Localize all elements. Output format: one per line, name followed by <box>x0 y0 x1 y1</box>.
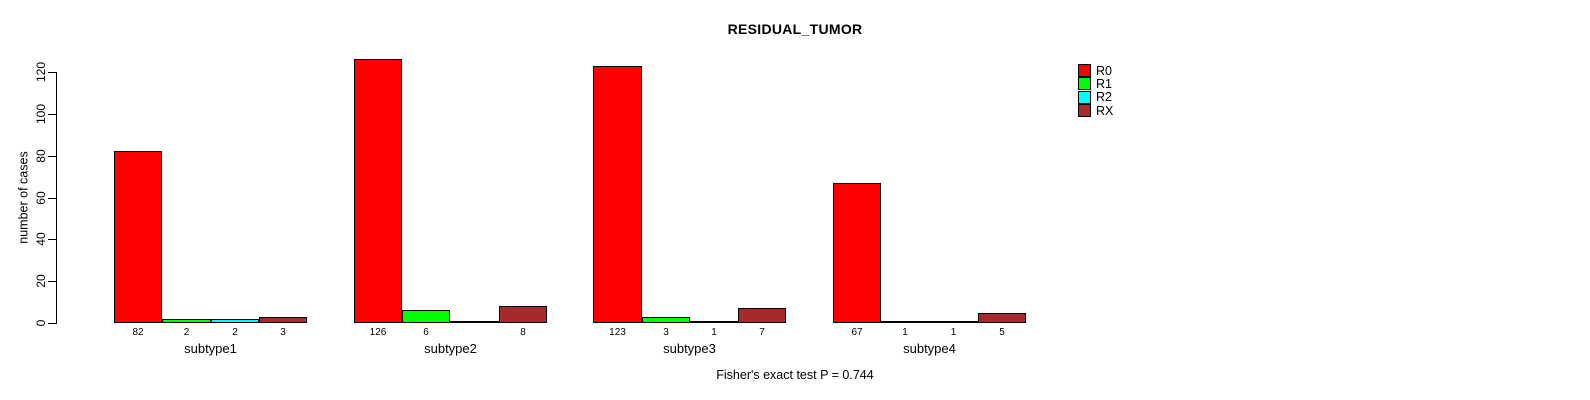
legend-item-rx: RX <box>1078 103 1114 118</box>
bar-value-label: 1 <box>711 327 717 338</box>
bar-rx-subtype3 <box>738 308 786 323</box>
bar-r1-subtype2 <box>402 310 450 323</box>
y-axis-tick <box>48 198 56 199</box>
y-axis-tick-label: 120 <box>34 61 48 83</box>
legend-label: R1 <box>1096 76 1112 91</box>
bar-r0-subtype4 <box>833 183 881 323</box>
bar-value-label: 126 <box>369 327 387 338</box>
y-axis-tick-label: 80 <box>34 149 48 163</box>
chart-title: RESIDUAL_TUMOR <box>727 21 863 37</box>
y-axis-tick <box>48 156 56 157</box>
y-axis-tick <box>48 114 56 115</box>
y-axis-tick-label: 60 <box>34 191 48 205</box>
y-axis-tick <box>48 239 56 240</box>
bar-value-label: 3 <box>663 327 669 338</box>
y-axis-tick <box>48 72 56 73</box>
legend-swatch-r1 <box>1078 77 1091 91</box>
legend-item-r2: R2 <box>1078 90 1113 105</box>
legend-label: R0 <box>1096 63 1112 78</box>
category-label: subtype3 <box>663 341 716 356</box>
legend-swatch-rx <box>1078 104 1091 118</box>
bar-value-label: 2 <box>183 327 190 338</box>
legend-item-r1: R1 <box>1078 76 1113 91</box>
bar-r2-subtype2 <box>450 321 499 323</box>
legend-label: R2 <box>1096 90 1112 105</box>
bar-value-label: 82 <box>132 327 144 338</box>
legend-swatch-r2 <box>1078 90 1091 104</box>
bar-value-label: 2 <box>232 327 238 338</box>
bar-r0-subtype3 <box>593 66 642 323</box>
bar-r0-subtype1 <box>114 151 162 323</box>
bar-value-label: 5 <box>999 327 1005 338</box>
y-axis-tick-label: 40 <box>34 232 48 246</box>
bar-r2-subtype1 <box>211 319 259 323</box>
bar-r2-subtype3 <box>690 321 738 323</box>
bar-value-label: 67 <box>851 327 863 338</box>
category-label: subtype4 <box>903 341 956 356</box>
bar-value-label: 6 <box>423 327 429 338</box>
bar-value-label: 7 <box>759 327 765 338</box>
y-axis-tick-label: 100 <box>34 103 48 125</box>
bar-value-label: 1 <box>902 327 908 338</box>
y-axis-tick <box>48 323 56 324</box>
bar-r0-subtype2 <box>354 59 402 323</box>
bar-r1-subtype1 <box>162 319 211 323</box>
pvalue-annotation: Fisher's exact test P = 0.744 <box>716 368 874 382</box>
legend-item-r0: R0 <box>1078 63 1113 78</box>
legend-label: RX <box>1096 103 1114 118</box>
category-label: subtype1 <box>184 341 237 356</box>
y-axis-line <box>56 72 57 324</box>
bar-value-label: 123 <box>609 327 626 338</box>
y-axis-tick <box>48 281 56 282</box>
bar-r2-subtype4 <box>929 321 978 323</box>
bar-value-label: 3 <box>280 327 286 338</box>
legend-swatch-r0 <box>1078 64 1091 78</box>
bar-rx-subtype1 <box>259 317 307 323</box>
bar-value-label: 8 <box>520 327 526 338</box>
bar-value-label: 1 <box>950 327 957 338</box>
category-label: subtype2 <box>424 341 477 356</box>
bar-r1-subtype3 <box>642 317 690 323</box>
bar-rx-subtype2 <box>499 306 547 323</box>
y-axis-tick-label: 20 <box>34 274 48 288</box>
bar-r1-subtype4 <box>881 321 929 323</box>
bar-rx-subtype4 <box>978 313 1026 323</box>
legend: R0 R1 R2 RX <box>1078 63 1114 118</box>
y-axis-tick-label: 0 <box>34 319 48 327</box>
